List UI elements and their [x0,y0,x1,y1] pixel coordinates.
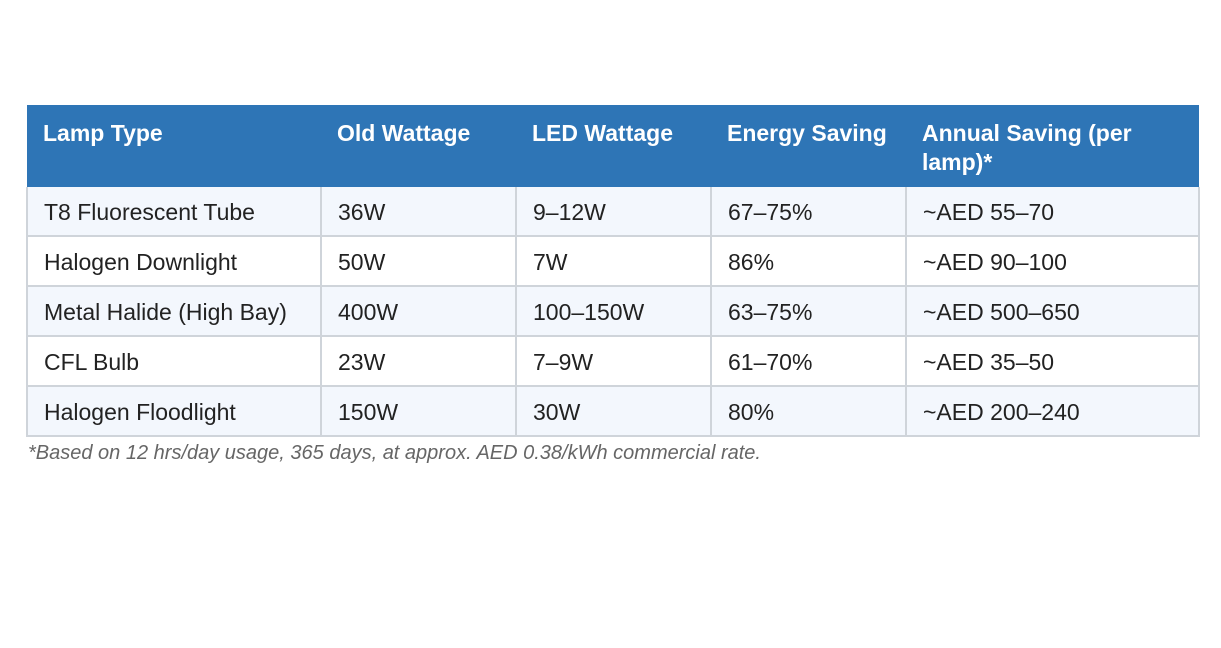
cell-annual-saving: ~AED 35–50 [905,335,1200,387]
table-row: T8 Fluorescent Tube 36W 9–12W 67–75% ~AE… [26,187,1200,237]
cell-led-wattage: 100–150W [515,285,712,337]
table-footnote: *Based on 12 hrs/day usage, 365 days, at… [28,442,761,464]
header-old-wattage: Old Wattage [321,105,516,187]
cell-lamp-type: Halogen Downlight [26,235,322,287]
table-row: Metal Halide (High Bay) 400W 100–150W 63… [26,285,1200,337]
cell-annual-saving: ~AED 500–650 [905,285,1200,337]
cell-energy-saving: 80% [710,385,907,437]
cell-energy-saving: 86% [710,235,907,287]
cell-energy-saving: 61–70% [710,335,907,387]
table-header: Lamp Type Old Wattage LED Wattage Energy… [27,105,1199,187]
cell-old-wattage: 50W [320,235,517,287]
cell-old-wattage: 150W [320,385,517,437]
cell-energy-saving: 63–75% [710,285,907,337]
cell-led-wattage: 30W [515,385,712,437]
table-row: Halogen Floodlight 150W 30W 80% ~AED 200… [26,385,1200,437]
table-row: CFL Bulb 23W 7–9W 61–70% ~AED 35–50 [26,335,1200,387]
cell-annual-saving: ~AED 55–70 [905,187,1200,237]
lamp-comparison: Lamp Type Old Wattage LED Wattage Energy… [26,105,1200,465]
header-energy-saving: Energy Saving [711,105,906,187]
cell-led-wattage: 9–12W [515,187,712,237]
cell-lamp-type: Metal Halide (High Bay) [26,285,322,337]
table-body: T8 Fluorescent Tube 36W 9–12W 67–75% ~AE… [26,187,1200,437]
lamp-comparison-table: Lamp Type Old Wattage LED Wattage Energy… [26,105,1200,437]
cell-led-wattage: 7W [515,235,712,287]
cell-lamp-type: T8 Fluorescent Tube [26,187,322,237]
header-row: Lamp Type Old Wattage LED Wattage Energy… [27,105,1199,187]
header-led-wattage: LED Wattage [516,105,711,187]
cell-old-wattage: 23W [320,335,517,387]
cell-old-wattage: 400W [320,285,517,337]
cell-lamp-type: CFL Bulb [26,335,322,387]
header-annual-saving: Annual Saving (per lamp)* [906,105,1199,187]
cell-energy-saving: 67–75% [710,187,907,237]
cell-lamp-type: Halogen Floodlight [26,385,322,437]
cell-led-wattage: 7–9W [515,335,712,387]
cell-annual-saving: ~AED 90–100 [905,235,1200,287]
table-row: Halogen Downlight 50W 7W 86% ~AED 90–100 [26,235,1200,287]
cell-annual-saving: ~AED 200–240 [905,385,1200,437]
cell-old-wattage: 36W [320,187,517,237]
header-lamp-type: Lamp Type [27,105,321,187]
